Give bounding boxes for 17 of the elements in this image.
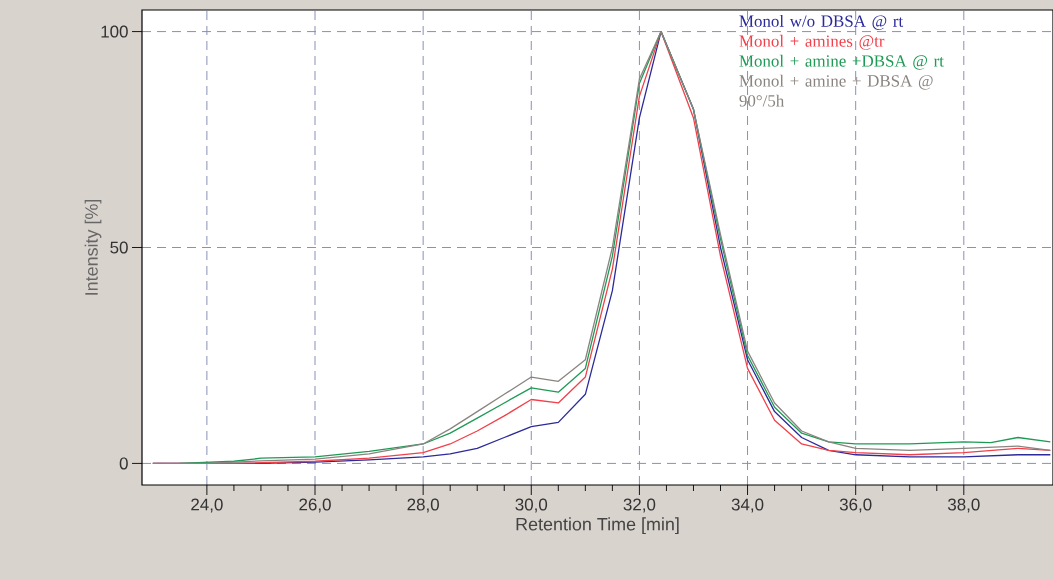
text: Monol w/o DBSA @ rt: [739, 14, 904, 30]
text: Monol + amines @tr: [739, 34, 885, 50]
y-axis-title: Intensity [%]: [84, 199, 102, 295]
x-tick-label: 38,0: [947, 498, 980, 513]
y-tick-label: 100: [101, 25, 128, 38]
x-tick-label: 34,0: [731, 498, 764, 513]
x-tick-label: 26,0: [299, 498, 331, 513]
x-tick-label: 24,0: [191, 498, 223, 513]
x-axis-title: Retention Time [min]: [516, 517, 679, 535]
y-tick-label: 0: [119, 457, 128, 470]
x-tick-label: 32,0: [623, 498, 656, 513]
y-tick-label: 50: [110, 241, 128, 254]
x-tick-label: 36,0: [839, 498, 872, 513]
text: Monol + amine + DBSA @ 90°/5h: [739, 74, 933, 107]
text: Monol + amine +DBSA @ rt: [739, 54, 944, 70]
x-tick-label: 30,0: [515, 498, 548, 513]
x-tick-label: 28,0: [407, 498, 439, 513]
